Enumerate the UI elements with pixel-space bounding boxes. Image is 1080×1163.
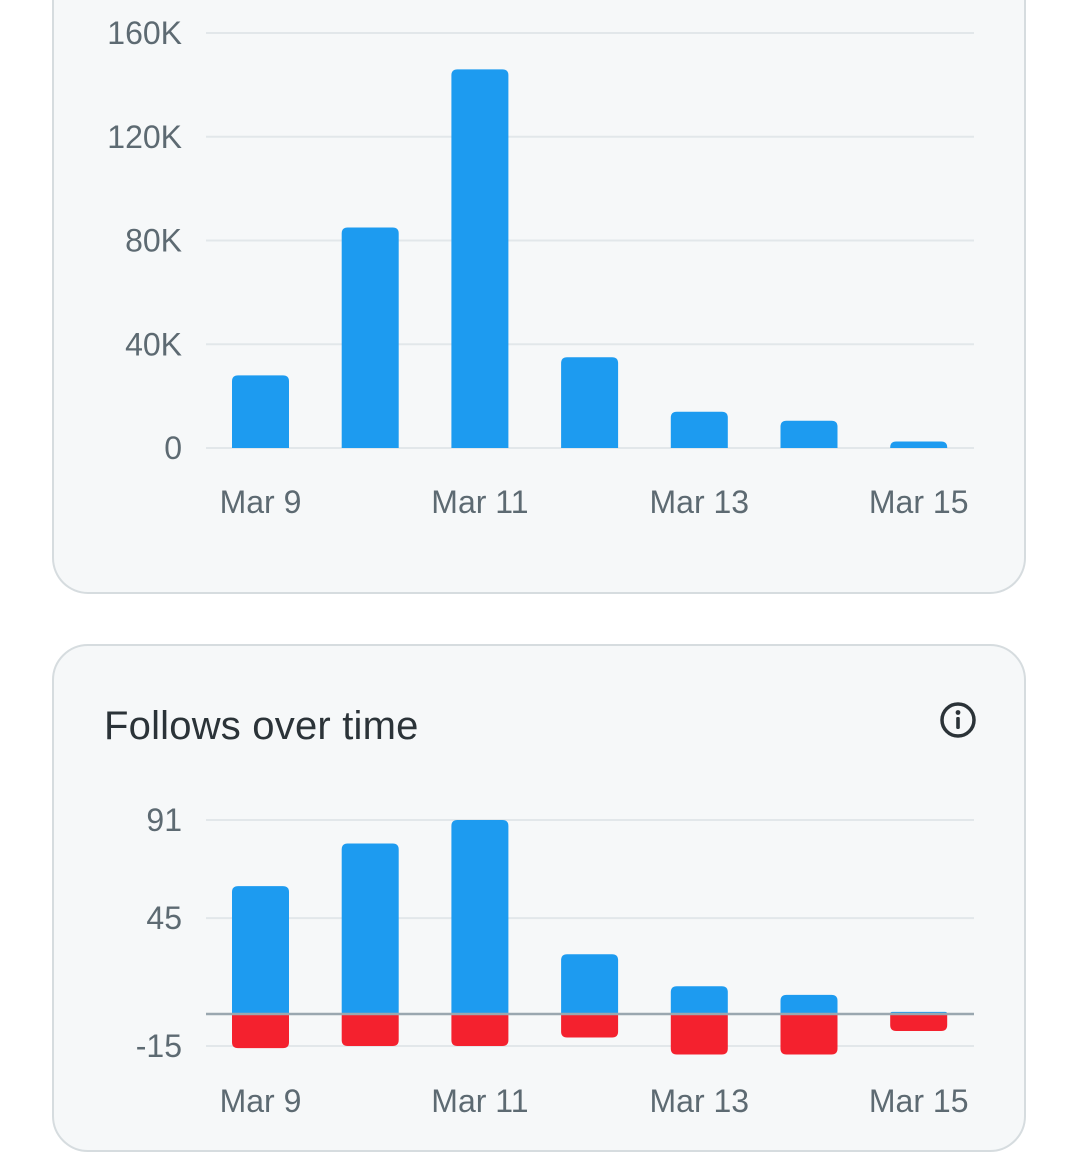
follows-bar xyxy=(561,954,619,1014)
unfollows-bar xyxy=(890,1014,948,1032)
follows-bar xyxy=(670,986,728,1014)
bar xyxy=(780,420,838,448)
y-tick-label: 160K xyxy=(107,15,182,51)
bar xyxy=(670,411,728,448)
impressions-bar-chart: 0 40K 80K 120K 160K Mar 9 Mar 11 Mar 13 Mar 15 xyxy=(107,15,974,520)
y-tick-label: 40K xyxy=(125,326,182,362)
x-tick-label: Mar 15 xyxy=(869,1083,969,1119)
y-tick-label: 0 xyxy=(164,430,182,466)
x-tick-label: Mar 9 xyxy=(220,484,302,520)
x-tick-label: Mar 11 xyxy=(431,1083,528,1119)
info-icon[interactable] xyxy=(938,700,978,740)
x-tick-label: Mar 13 xyxy=(650,1083,750,1119)
unfollows-bar xyxy=(670,1014,728,1055)
chart-title: Follows over time xyxy=(104,704,419,748)
x-tick-label: Mar 15 xyxy=(869,484,969,520)
x-tick-label: Mar 13 xyxy=(650,484,750,520)
follows-bar xyxy=(341,843,399,1014)
follows-bar xyxy=(451,820,509,1014)
y-tick-label: 120K xyxy=(107,119,182,155)
y-tick-label: 45 xyxy=(146,900,182,936)
impressions-chart-card: 0 40K 80K 120K 160K Mar 9 Mar 11 Mar 13 Mar 15 xyxy=(52,0,1026,594)
unfollows-bar xyxy=(451,1014,509,1046)
follows-chart-card: Follows over time -15 45 91 Mar 9 Mar 11 Mar … xyxy=(52,644,1026,1152)
y-tick-label: -15 xyxy=(136,1028,182,1064)
unfollows-bar xyxy=(780,1014,838,1055)
bar xyxy=(232,375,289,448)
x-tick-label: Mar 11 xyxy=(431,484,528,520)
y-tick-label: 80K xyxy=(125,223,182,259)
bar xyxy=(451,69,509,448)
y-tick-label: 91 xyxy=(146,802,182,838)
unfollows-bar xyxy=(561,1014,619,1038)
follows-bar-chart: -15 45 91 Mar 9 Mar 11 Mar 13 Mar 15 xyxy=(136,802,974,1119)
bar xyxy=(561,357,619,448)
unfollows-bar xyxy=(341,1014,399,1046)
follows-bar xyxy=(232,886,289,1014)
unfollows-bar xyxy=(232,1014,289,1049)
bar xyxy=(341,227,399,448)
bar xyxy=(890,441,948,448)
follows-bar xyxy=(780,994,838,1014)
x-tick-label: Mar 9 xyxy=(220,1083,302,1119)
